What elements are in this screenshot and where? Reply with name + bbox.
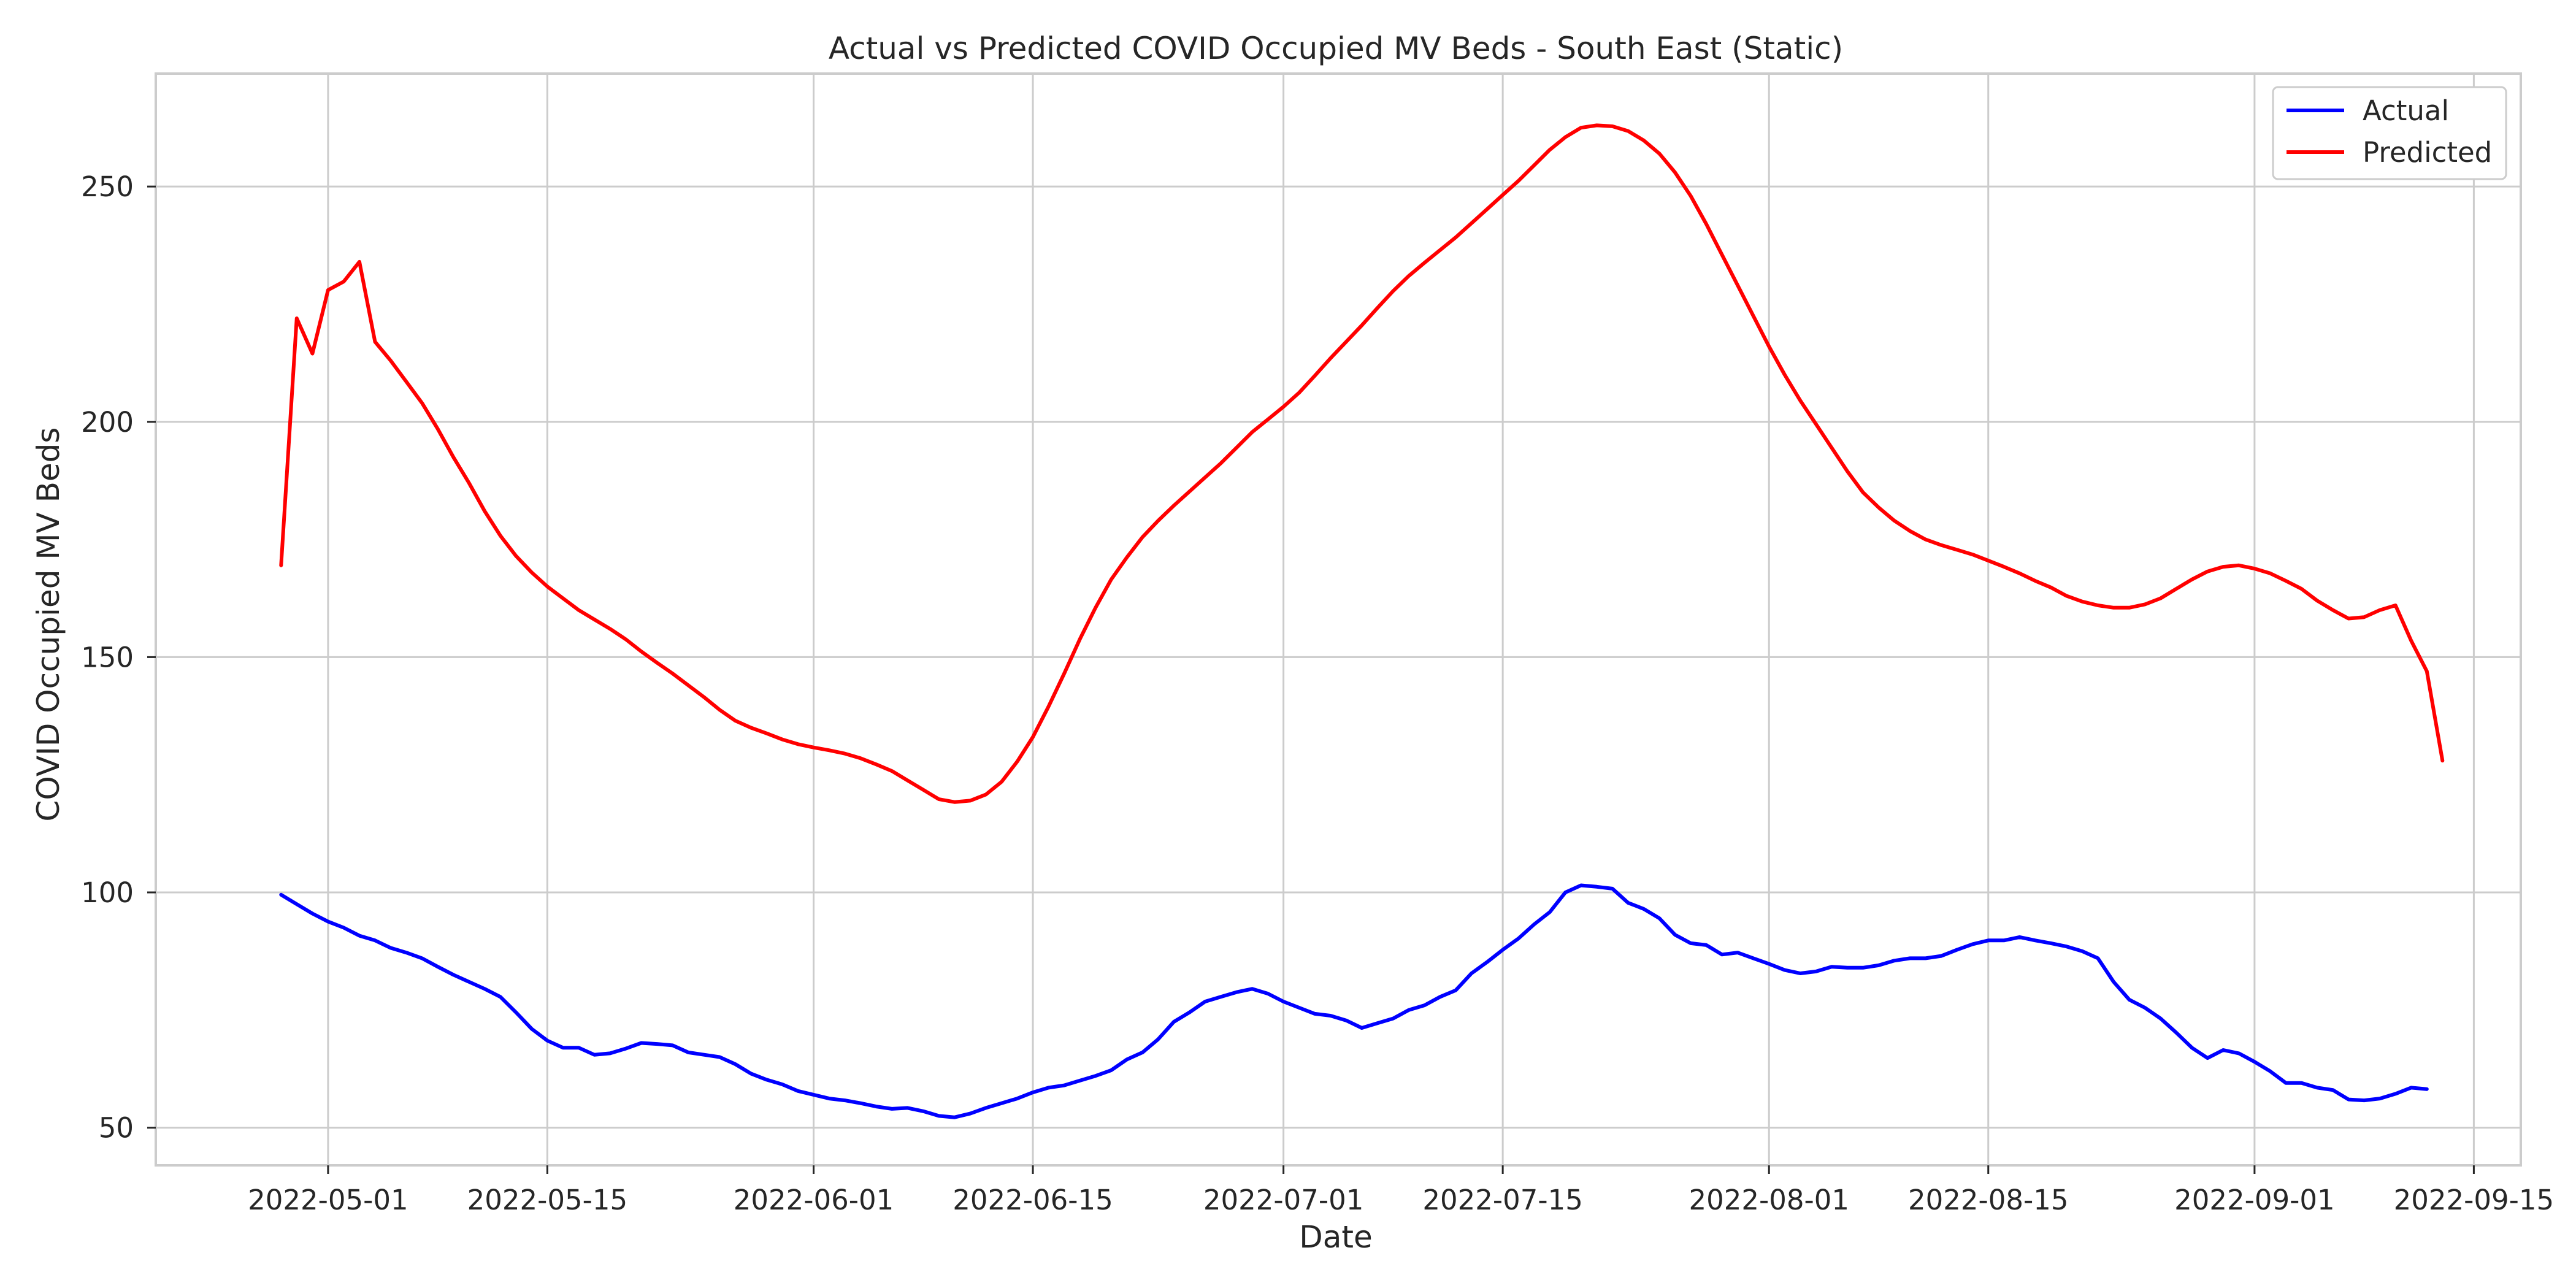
x-tick-label: 2022-08-15 (1908, 1184, 2069, 1216)
grid-lines (156, 74, 2521, 1165)
y-tick-label: 50 (99, 1112, 134, 1144)
y-tick-label: 200 (81, 406, 134, 439)
plot-frame (155, 72, 2522, 1167)
y-axis-ticks: 50 100 150 200 250 (81, 171, 156, 1144)
x-tick-label: 2022-09-15 (2394, 1184, 2555, 1216)
x-tick-label: 2022-08-01 (1689, 1184, 1849, 1216)
chart-title: Actual vs Predicted COVID Occupied MV Be… (829, 31, 1843, 66)
x-tick-label: 2022-06-01 (734, 1184, 894, 1216)
x-axis-label: Date (1299, 1219, 1373, 1255)
x-tick-label: 2022-07-01 (1203, 1184, 1364, 1216)
x-tick-label: 2022-05-15 (467, 1184, 628, 1216)
x-axis-ticks: 2022-05-01 2022-05-15 2022-06-01 2022-06-15… (248, 1165, 2554, 1216)
series-lines (279, 123, 2445, 1119)
x-tick-label: 2022-05-01 (248, 1184, 408, 1216)
y-tick-label: 100 (81, 876, 134, 909)
y-axis-label: COVID Occupied MV Beds (31, 427, 66, 822)
legend: Actual Predicted (2272, 86, 2507, 180)
series-line-predicted (279, 123, 2445, 804)
x-tick-label: 2022-09-01 (2174, 1184, 2335, 1216)
series-line-actual (279, 883, 2429, 1119)
x-tick-label: 2022-06-15 (953, 1184, 1113, 1216)
legend-label-predicted: Predicted (2363, 136, 2492, 169)
x-tick-label: 2022-07-15 (1422, 1184, 1583, 1216)
y-tick-label: 250 (81, 171, 134, 203)
y-tick-label: 150 (81, 641, 134, 673)
legend-label-actual: Actual (2363, 94, 2449, 127)
